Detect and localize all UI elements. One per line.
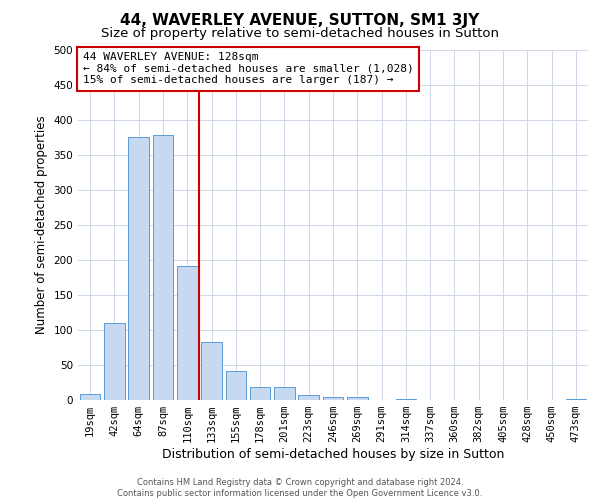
Bar: [201, 342, 222, 400]
Bar: [274, 386, 295, 400]
Bar: [323, 396, 343, 400]
Bar: [250, 386, 271, 400]
Text: Size of property relative to semi-detached houses in Sutton: Size of property relative to semi-detach…: [101, 28, 499, 40]
Text: Contains HM Land Registry data © Crown copyright and database right 2024.
Contai: Contains HM Land Registry data © Crown c…: [118, 478, 482, 498]
Bar: [298, 395, 319, 400]
Bar: [80, 394, 100, 400]
Bar: [226, 372, 246, 400]
Bar: [395, 398, 416, 400]
Bar: [566, 398, 586, 400]
Bar: [128, 137, 149, 400]
X-axis label: Distribution of semi-detached houses by size in Sutton: Distribution of semi-detached houses by …: [162, 448, 504, 461]
Bar: [104, 323, 125, 400]
Bar: [152, 134, 173, 400]
Bar: [177, 266, 197, 400]
Bar: [347, 396, 368, 400]
Text: 44, WAVERLEY AVENUE, SUTTON, SM1 3JY: 44, WAVERLEY AVENUE, SUTTON, SM1 3JY: [121, 12, 479, 28]
Y-axis label: Number of semi-detached properties: Number of semi-detached properties: [35, 116, 48, 334]
Text: 44 WAVERLEY AVENUE: 128sqm
← 84% of semi-detached houses are smaller (1,028)
15%: 44 WAVERLEY AVENUE: 128sqm ← 84% of semi…: [83, 52, 413, 86]
